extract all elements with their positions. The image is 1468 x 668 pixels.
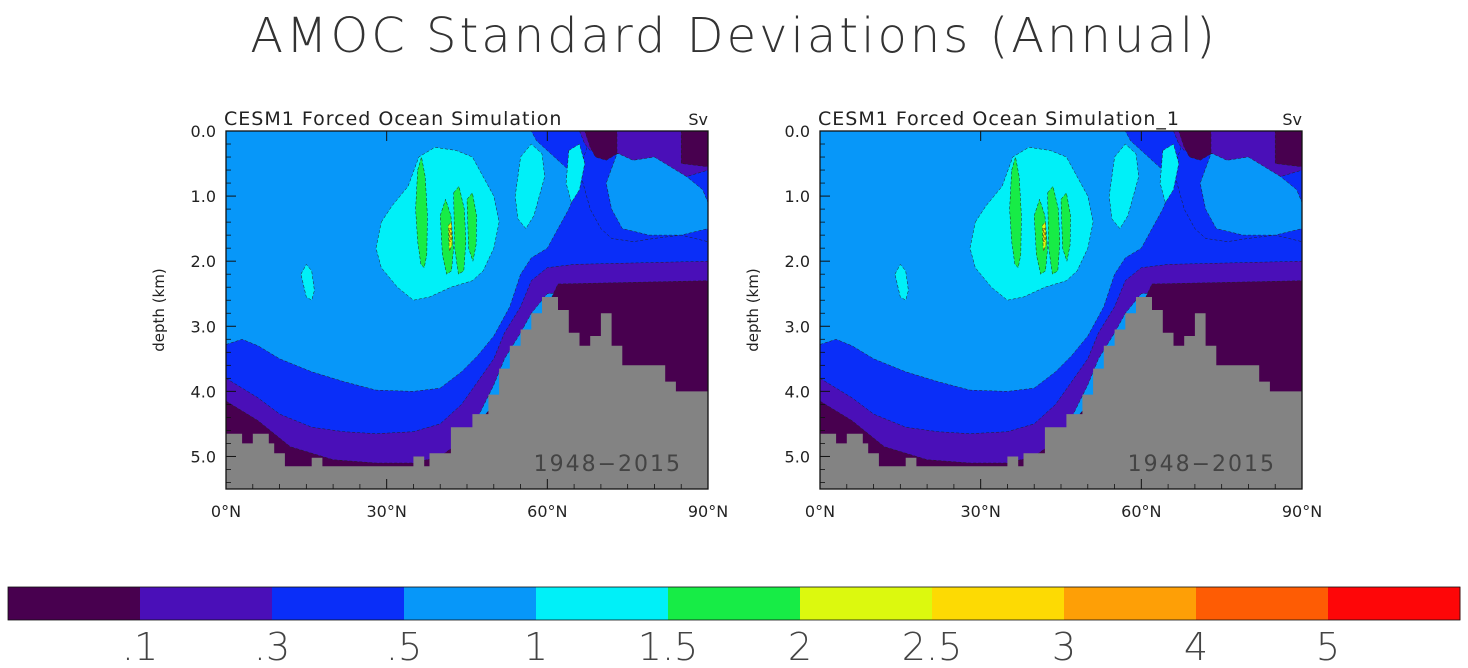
contour-band-1-1.5-north [1108, 143, 1139, 230]
colorbar-frame [7, 586, 1461, 621]
y-tick-label: 3.0 [191, 317, 216, 336]
bathymetry-land [820, 297, 1302, 489]
contour-field-left [226, 131, 708, 489]
y-tick-label: 5.0 [785, 447, 810, 466]
period-annotation: 1948−2015 [534, 452, 682, 477]
contour-band-1.5-2-a [1009, 156, 1022, 269]
y-tick-label: 4.0 [785, 382, 810, 401]
colorbar-swatch [800, 587, 933, 620]
colorbar-label: .5 [386, 625, 422, 668]
panel-right: 0.0 1.0 2.0 3.0 4.0 5.0 0°N 30°N 60°N 90°N CESM1 … [744, 108, 1322, 521]
contour-surface-dark [1178, 131, 1212, 161]
contour-band-1-1.5-east [565, 143, 586, 204]
contour-small-patch [894, 263, 909, 301]
contour-band-1.5-2-b [439, 198, 454, 275]
contour-surface-dark-east [1274, 131, 1302, 168]
contour-band-2.5-3 [449, 228, 452, 242]
panel-left: 0.0 1.0 2.0 3.0 4.0 5.0 0°N 30°N 60°N 90°N CESM1 … [150, 108, 728, 521]
colorbar: .1 .3 .5 1 1.5 2 2.5 3 4 5 [7, 586, 1461, 668]
y-tick-label: 0.0 [191, 122, 216, 141]
colorbar-label: 2 [788, 625, 812, 668]
contour-band-1.5-2-a [415, 156, 428, 269]
contour-band-1.5-2-c [1047, 185, 1061, 275]
colorbar-swatch [8, 587, 141, 620]
contour-band-1-1.5-north [514, 143, 545, 230]
contour-band-1-1.5 [969, 147, 1094, 301]
y-tick-label: 2.0 [191, 252, 216, 271]
colorbar-label: 1 [524, 625, 548, 668]
colorbar-swatch [404, 587, 537, 620]
contour-band-1-1.5-east [1159, 143, 1180, 204]
units-label: Sv [1282, 110, 1302, 129]
units-label: Sv [688, 110, 708, 129]
contour-surface-dark [584, 131, 618, 161]
colorbar-label: 4 [1184, 625, 1208, 668]
x-tick-label: 0°N [805, 502, 835, 521]
contour-band-1.5-2-d [1060, 192, 1071, 263]
x-tick-label: 60°N [527, 502, 567, 521]
x-tick-label: 90°N [688, 502, 728, 521]
x-tick-label: 90°N [1282, 502, 1322, 521]
y-tick-label: 5.0 [191, 447, 216, 466]
colorbar-label: 1.5 [638, 625, 698, 668]
y-tick-label: 3.0 [785, 317, 810, 336]
colorbar-swatch [536, 587, 669, 620]
x-tick-label: 60°N [1121, 502, 1161, 521]
contour-band-1.5-2-d [466, 192, 477, 263]
y-tick-label: 4.0 [191, 382, 216, 401]
x-tick-label: 0°N [211, 502, 241, 521]
colorbar-swatch [932, 587, 1065, 620]
x-tick-label: 30°N [367, 502, 407, 521]
bathymetry-land [226, 297, 708, 489]
contour-band-2.5-3 [1043, 228, 1046, 242]
panel-title: CESM1 Forced Ocean Simulation [224, 108, 562, 130]
contour-band-1.5-2-c [453, 185, 467, 275]
colorbar-swatch [1064, 587, 1197, 620]
colorbar-swatch [272, 587, 405, 620]
contour-band-1-1.5 [375, 147, 500, 301]
colorbar-swatch [140, 587, 273, 620]
period-annotation: 1948−2015 [1128, 452, 1276, 477]
y-tick-label: 2.0 [785, 252, 810, 271]
colorbar-label: .1 [122, 625, 158, 668]
axis-ticks: 0.0 1.0 2.0 3.0 4.0 5.0 0°N 30°N 60°N 90°N [191, 122, 729, 521]
colorbar-label: 3 [1052, 625, 1076, 668]
contour-band-1.5-2-b [1033, 198, 1048, 275]
x-tick-label: 30°N [961, 502, 1001, 521]
y-tick-label: 1.0 [785, 187, 810, 206]
colorbar-swatch [1196, 587, 1329, 620]
axis-ticks: 0.0 1.0 2.0 3.0 4.0 5.0 0°N 30°N 60°N 90°N [785, 122, 1323, 521]
y-tick-label: 0.0 [785, 122, 810, 141]
y-tick-label: 1.0 [191, 187, 216, 206]
contour-surface-dark-east [680, 131, 708, 168]
y-axis-label: depth (km) [744, 268, 762, 351]
figure-title: AMOC Standard Deviations (Annual) [250, 8, 1218, 64]
colorbar-label: 5 [1316, 625, 1340, 668]
colorbar-swatch [1328, 587, 1461, 620]
colorbar-label: .3 [254, 625, 290, 668]
colorbar-swatch [668, 587, 801, 620]
panel-title: CESM1 Forced Ocean Simulation_1 [818, 108, 1180, 130]
contour-small-patch [300, 263, 315, 301]
contour-field-right [820, 131, 1302, 489]
y-axis-label: depth (km) [150, 268, 168, 351]
colorbar-label: 2.5 [902, 625, 962, 668]
